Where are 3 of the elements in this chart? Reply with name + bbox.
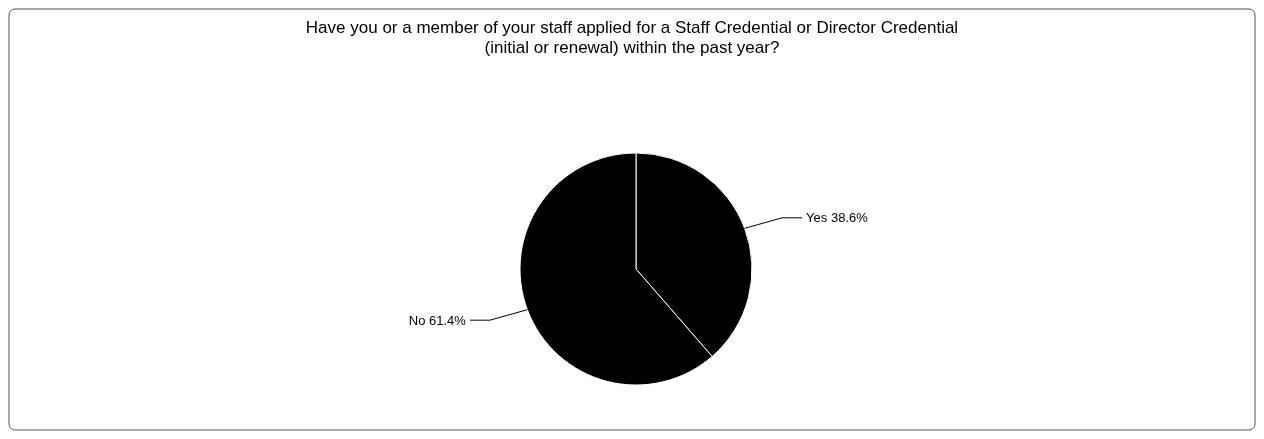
slice-label: Yes 38.6% <box>806 210 869 226</box>
chart-title: Have you or a member of your staff applied for a Staff Credential or Director Credential (initial or renewal) within the past year? <box>305 18 959 57</box>
slice-label: No 61.4% <box>408 312 467 328</box>
